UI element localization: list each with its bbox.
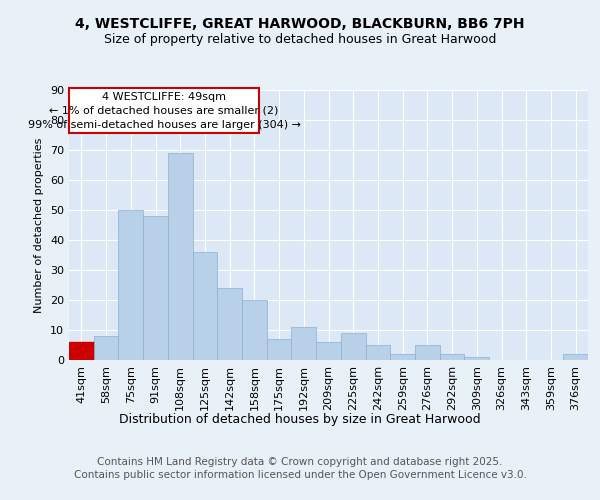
Bar (464, 357, 489, 360)
Bar (94, 336, 118, 360)
Bar (292, 327, 316, 360)
Bar (193, 252, 217, 360)
Text: 4, WESTCLIFFE, GREAT HARWOOD, BLACKBURN, BB6 7PH: 4, WESTCLIFFE, GREAT HARWOOD, BLACKBURN,… (75, 18, 525, 32)
Bar (143, 216, 168, 360)
Bar (440, 354, 464, 360)
Text: Distribution of detached houses by size in Great Harwood: Distribution of detached houses by size … (119, 412, 481, 426)
Bar (563, 354, 588, 360)
Bar (242, 300, 267, 360)
Bar (365, 345, 390, 360)
Bar (415, 345, 440, 360)
Text: 4 WESTCLIFFE: 49sqm
← 1% of detached houses are smaller (2)
99% of semi-detached: 4 WESTCLIFFE: 49sqm ← 1% of detached hou… (28, 92, 301, 130)
Bar (217, 288, 242, 360)
Bar (390, 354, 415, 360)
Bar (168, 153, 193, 360)
Bar (69, 342, 94, 360)
Bar (118, 210, 143, 360)
Bar (341, 333, 365, 360)
Text: Contains HM Land Registry data © Crown copyright and database right 2025.
Contai: Contains HM Land Registry data © Crown c… (74, 457, 526, 480)
Bar (267, 339, 292, 360)
Text: Size of property relative to detached houses in Great Harwood: Size of property relative to detached ho… (104, 32, 496, 46)
Y-axis label: Number of detached properties: Number of detached properties (34, 138, 44, 312)
Bar (69, 88, 259, 134)
Bar (316, 342, 341, 360)
